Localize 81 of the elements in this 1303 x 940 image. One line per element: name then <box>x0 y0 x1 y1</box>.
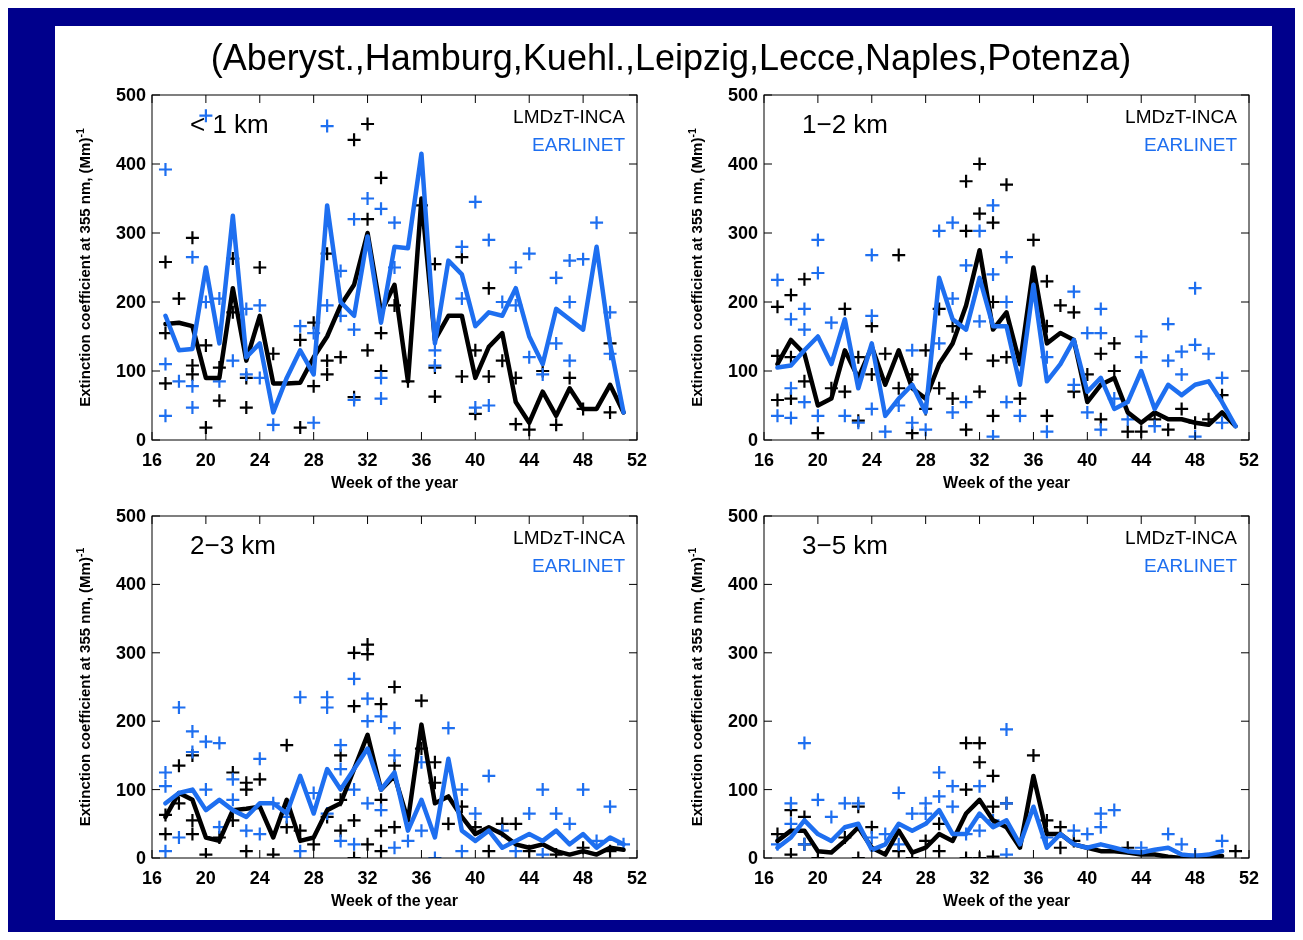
text: EARLINET <box>532 555 626 576</box>
y-tick-label: 100 <box>115 779 146 800</box>
y-tick-label: 500 <box>115 506 146 526</box>
text: EARLINET <box>1144 555 1238 576</box>
x-tick-label: 24 <box>861 450 882 470</box>
x-tick-label: 28 <box>303 450 324 470</box>
y-tick-label: 100 <box>115 361 146 381</box>
x-tick-label: 36 <box>411 450 432 470</box>
x-tick-label: 24 <box>249 868 270 888</box>
annotation: 2−3 km <box>190 530 276 560</box>
x-tick-label: 16 <box>753 450 775 470</box>
x-tick-label: 48 <box>573 868 594 888</box>
y-tick-label: 400 <box>115 154 146 174</box>
x-tick-label: 32 <box>357 868 378 888</box>
x-tick-label: 20 <box>195 868 216 888</box>
x-tick-label: 28 <box>915 450 936 470</box>
x-tick-label: 24 <box>249 450 270 470</box>
x-tick-label: 40 <box>465 450 486 470</box>
x-tick-label: 32 <box>969 450 990 470</box>
x-axis-title: Week of the year <box>331 892 458 909</box>
chart-title: (Aberyst.,Hamburg,Kuehl.,Leipzig,Lecce,Naples,Potenza) <box>210 37 1132 78</box>
x-tick-label: 36 <box>1023 868 1044 888</box>
x-tick-label: 48 <box>1185 868 1206 888</box>
x-tick-label: 20 <box>807 450 828 470</box>
y-tick-label: 100 <box>727 361 758 381</box>
y-tick-label: 100 <box>727 779 758 800</box>
x-tick-label: 36 <box>411 868 432 888</box>
x-tick-label: 40 <box>1077 868 1098 888</box>
x-tick-label: 52 <box>1238 450 1260 470</box>
x-tick-label: 16 <box>141 450 163 470</box>
legend-label: LMDzT-INCA <box>1125 527 1238 548</box>
y-tick-label: 500 <box>115 85 146 105</box>
x-tick-label: 44 <box>519 450 540 470</box>
x-tick-label: 52 <box>626 868 648 888</box>
x-tick-label: 28 <box>303 868 324 888</box>
text: EARLINET <box>532 134 626 155</box>
x-tick-label: 48 <box>573 450 594 470</box>
x-axis-title: Week of the year <box>943 892 1070 909</box>
y-tick-label: 300 <box>727 223 758 243</box>
y-tick-label: 300 <box>727 642 758 663</box>
text: EARLINET <box>1144 134 1238 155</box>
y-tick-label: 0 <box>135 848 146 868</box>
x-tick-label: 24 <box>861 868 882 888</box>
x-tick-label: 32 <box>969 868 990 888</box>
x-tick-label: 44 <box>1131 450 1152 470</box>
y-tick-label: 200 <box>115 711 146 732</box>
y-tick-label: 200 <box>727 292 758 312</box>
x-tick-label: 20 <box>807 868 828 888</box>
x-axis-title: Week of the year <box>331 474 458 491</box>
legend-label: LMDzT-INCA <box>513 106 626 127</box>
y-tick-label: 200 <box>727 711 758 732</box>
y-tick-label: 300 <box>115 642 146 663</box>
y-tick-label: 400 <box>115 574 146 595</box>
y-tick-label: 200 <box>115 292 146 312</box>
y-tick-label: 300 <box>115 223 146 243</box>
x-tick-label: 20 <box>195 450 216 470</box>
annotation: < 1 km <box>190 109 269 139</box>
x-tick-label: 40 <box>465 868 486 888</box>
x-axis-title: Week of the year <box>943 474 1070 491</box>
legend-label: LMDzT-INCA <box>513 527 626 548</box>
y-tick-label: 500 <box>727 85 758 105</box>
x-tick-label: 52 <box>1238 868 1260 888</box>
x-tick-label: 16 <box>753 868 775 888</box>
y-tick-label: 500 <box>727 506 758 526</box>
x-tick-label: 44 <box>519 868 540 888</box>
x-tick-label: 44 <box>1131 868 1152 888</box>
x-tick-label: 52 <box>626 450 648 470</box>
x-tick-label: 32 <box>357 450 378 470</box>
legend-label: LMDzT-INCA <box>1125 106 1238 127</box>
annotation: 3−5 km <box>802 530 888 560</box>
x-tick-label: 28 <box>915 868 936 888</box>
y-tick-label: 0 <box>747 430 758 450</box>
y-tick-label: 0 <box>135 430 146 450</box>
x-tick-label: 36 <box>1023 450 1044 470</box>
y-tick-label: 400 <box>727 574 758 595</box>
x-tick-label: 16 <box>141 868 163 888</box>
annotation: 1−2 km <box>802 109 888 139</box>
x-tick-label: 48 <box>1185 450 1206 470</box>
y-tick-label: 400 <box>727 154 758 174</box>
x-tick-label: 40 <box>1077 450 1098 470</box>
y-tick-label: 0 <box>747 848 758 868</box>
